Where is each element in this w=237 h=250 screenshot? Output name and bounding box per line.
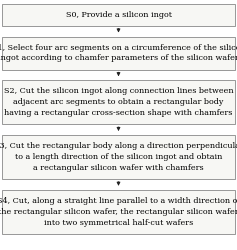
Bar (2, 190, 235, 234)
Text: S2, Cut the silicon ingot along connection lines between: S2, Cut the silicon ingot along connecti… (4, 87, 233, 95)
Text: the rectangular silicon wafer, the rectangular silicon wafer: the rectangular silicon wafer, the recta… (0, 208, 237, 216)
Text: a rectangular silicon wafer with chamfers: a rectangular silicon wafer with chamfer… (33, 164, 204, 172)
Text: into two symmetrical half-cut wafers: into two symmetrical half-cut wafers (44, 219, 193, 227)
Text: S3, Cut the rectangular body along a direction perpendicular: S3, Cut the rectangular body along a dir… (0, 142, 237, 150)
Text: S4, Cut, along a straight line parallel to a width direction of: S4, Cut, along a straight line parallel … (0, 197, 237, 205)
Text: S1, Select four arc segments on a circumference of the silicon: S1, Select four arc segments on a circum… (0, 44, 237, 52)
Bar (2, 4, 235, 26)
Text: having a rectangular cross-section shape with chamfers: having a rectangular cross-section shape… (4, 109, 233, 117)
Text: adjacent arc segments to obtain a rectangular body: adjacent arc segments to obtain a rectan… (13, 98, 224, 106)
Bar (2, 80, 235, 124)
Text: to a length direction of the silicon ingot and obtain: to a length direction of the silicon ing… (15, 153, 222, 161)
Text: ingot according to chamfer parameters of the silicon wafer: ingot according to chamfer parameters of… (0, 54, 237, 62)
Bar (2, 36, 235, 70)
Text: S0, Provide a silicon ingot: S0, Provide a silicon ingot (65, 11, 172, 19)
Bar (2, 135, 235, 179)
